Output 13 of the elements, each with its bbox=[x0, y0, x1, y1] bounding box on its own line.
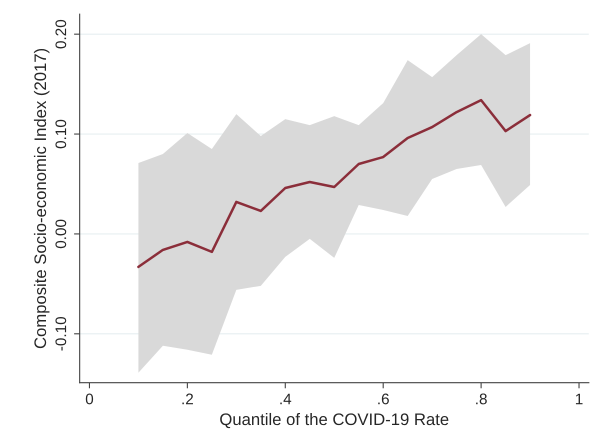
line-series bbox=[137, 98, 532, 268]
y-tick-label: 0.10 bbox=[55, 120, 66, 148]
y-tick-label: -0.10 bbox=[55, 316, 66, 351]
y-tick-label: 0.00 bbox=[55, 220, 66, 248]
x-tick-label: .6 bbox=[378, 394, 389, 404]
y-axis-title: Composite Socio-economic Index (2017) bbox=[34, 48, 50, 348]
x-tick-label: .2 bbox=[182, 394, 193, 404]
x-tick-label: 1 bbox=[576, 394, 583, 404]
y-tick-label: 0.20 bbox=[55, 20, 66, 48]
x-tick-label: 0 bbox=[86, 394, 94, 404]
x-tick-label: .4 bbox=[280, 394, 292, 404]
x-axis-title: Quantile of the COVID-19 Rate bbox=[220, 412, 448, 428]
x-tick-label: .8 bbox=[476, 394, 487, 404]
